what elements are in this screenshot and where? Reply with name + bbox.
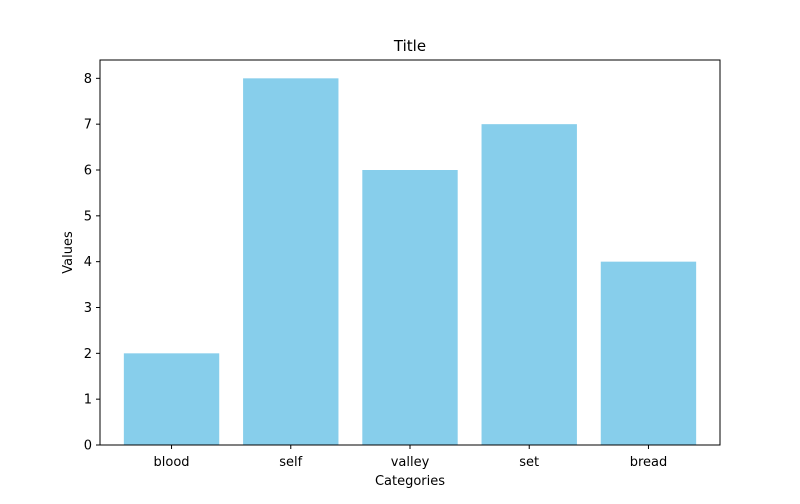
y-tick-label: 4 bbox=[84, 255, 92, 270]
bars-group bbox=[123, 78, 697, 446]
y-axis-label: Values bbox=[61, 231, 76, 274]
x-tick-label-set: set bbox=[519, 455, 539, 470]
chart-title: Title bbox=[393, 37, 426, 55]
bar-bread bbox=[600, 261, 697, 445]
y-tick-label: 0 bbox=[84, 439, 92, 454]
y-axis-ticks: 0 1 2 3 4 5 6 7 8 bbox=[84, 72, 100, 454]
x-tick-label-valley: valley bbox=[391, 455, 430, 470]
y-tick-label: 6 bbox=[84, 164, 92, 179]
y-tick-label: 7 bbox=[84, 118, 92, 133]
y-tick-label: 1 bbox=[84, 393, 92, 408]
y-tick-label: 2 bbox=[84, 347, 92, 362]
bar-blood bbox=[123, 353, 220, 445]
x-tick-label-self: self bbox=[279, 455, 302, 470]
x-axis-label: Categories bbox=[375, 474, 445, 489]
y-tick-label: 3 bbox=[84, 301, 92, 316]
plot-frame bbox=[99, 59, 721, 446]
x-tick-label-blood: blood bbox=[154, 455, 190, 470]
x-tick-label-bread: bread bbox=[630, 455, 668, 470]
y-tick-label: 8 bbox=[84, 72, 92, 87]
bar-self bbox=[243, 78, 339, 445]
x-axis-ticks: blood self valley set bread bbox=[154, 445, 668, 470]
bar-valley bbox=[362, 170, 458, 445]
y-tick-label: 5 bbox=[84, 209, 92, 224]
bar-set bbox=[481, 124, 577, 446]
